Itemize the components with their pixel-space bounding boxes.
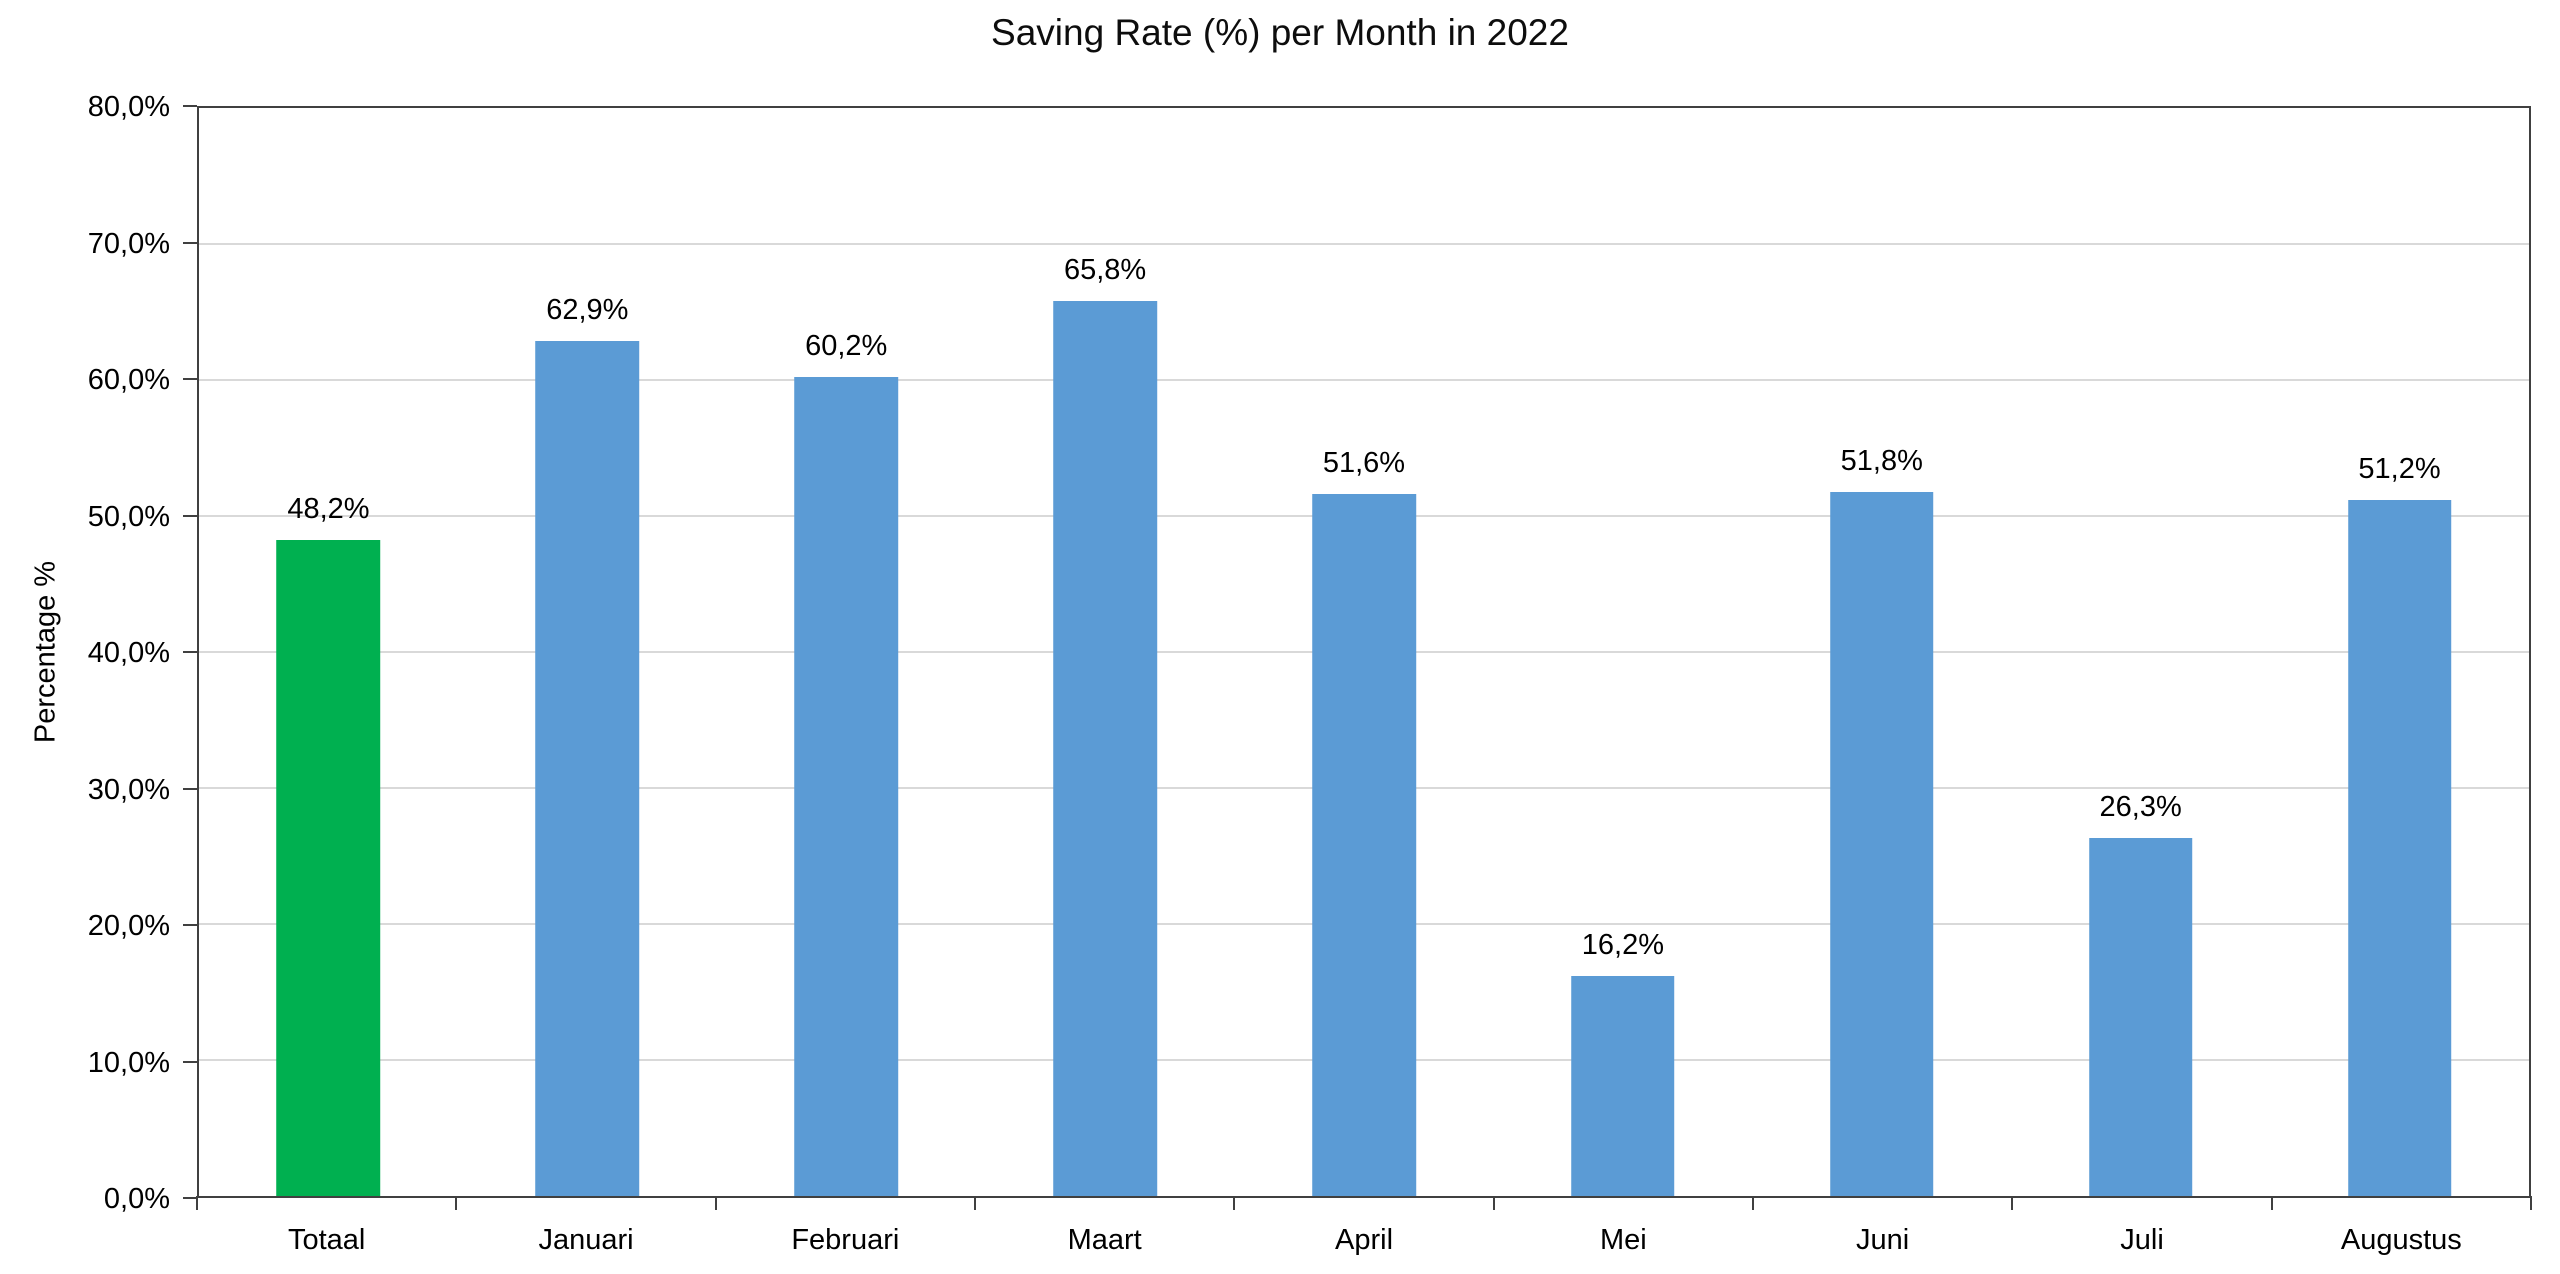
- x-tick-label: Augustus: [2340, 1224, 2462, 1256]
- y-tick-label: 20,0%: [87, 910, 170, 942]
- x-tick-label: Maart: [1067, 1224, 1142, 1256]
- bar-value-label: 26,3%: [2099, 791, 2182, 824]
- y-tick-mark: [183, 514, 197, 517]
- x-tick-label: Januari: [538, 1224, 634, 1256]
- category-slot: 48,2%: [199, 108, 458, 1196]
- y-tick-label: 10,0%: [87, 1046, 170, 1079]
- x-tick-mark: [714, 1196, 717, 1210]
- category-slot: 16,2%: [1493, 108, 1752, 1196]
- category-slot: 51,8%: [1752, 108, 2011, 1196]
- y-tick-mark: [183, 651, 197, 653]
- bar: [2347, 499, 2452, 1196]
- plot-area: 48,2% 62,9% 60,2% 65,8% 51,6% 16,2% 51,8% 26,3%…: [197, 106, 2531, 1198]
- y-tick-label: 0,0%: [103, 1183, 170, 1215]
- x-tick-mark: [196, 1196, 198, 1210]
- y-tick-label: 70,0%: [87, 227, 170, 260]
- y-tick-label: 50,0%: [87, 500, 170, 533]
- x-tick-mark: [1492, 1196, 1495, 1210]
- x-tick-label: Juli: [2120, 1224, 2164, 1256]
- category-slot: 51,2%: [2270, 108, 2529, 1196]
- bar: [2088, 838, 2193, 1196]
- bar: [794, 377, 898, 1196]
- y-tick-mark: [183, 105, 197, 107]
- bar-value-label: 48,2%: [287, 493, 370, 526]
- y-tick-label: 30,0%: [87, 773, 170, 806]
- bar-value-label: 51,2%: [2358, 452, 2441, 485]
- bar-value-label: 62,9%: [546, 293, 629, 326]
- y-tick-label: 40,0%: [87, 637, 170, 669]
- y-tick-mark: [183, 1197, 197, 1199]
- bar-value-label: 60,2%: [805, 330, 888, 363]
- y-tick-mark: [183, 1060, 197, 1063]
- category-slot: 51,6%: [1235, 108, 1494, 1196]
- x-tick-label: April: [1334, 1224, 1394, 1256]
- bar: [1312, 494, 1416, 1196]
- category-slot: 26,3%: [2011, 108, 2270, 1196]
- bar: [276, 540, 381, 1196]
- bar: [535, 340, 640, 1196]
- gridline: [199, 243, 2529, 245]
- category-slot: 65,8%: [976, 108, 1235, 1196]
- bar-value-label: 51,8%: [1840, 444, 1923, 477]
- y-tick-mark: [183, 241, 197, 244]
- bar: [1829, 491, 1934, 1196]
- category-slot: 60,2%: [717, 108, 976, 1196]
- x-tick-label: Juni: [1856, 1224, 1910, 1256]
- gridline: [199, 379, 2529, 381]
- chart-title: Saving Rate (%) per Month in 2022: [991, 12, 1569, 53]
- y-tick-mark: [183, 378, 197, 380]
- x-tick-mark: [2011, 1196, 2014, 1210]
- y-tick-label: 60,0%: [87, 364, 170, 396]
- x-tick-mark: [2530, 1196, 2532, 1210]
- bar: [1571, 975, 1675, 1196]
- y-tick-label: 80,0%: [87, 91, 170, 123]
- x-tick-mark: [974, 1196, 976, 1210]
- x-tick-label: Mei: [1599, 1224, 1647, 1256]
- x-tick-mark: [1233, 1196, 1236, 1210]
- bar-value-label: 51,6%: [1322, 447, 1406, 480]
- x-tick-label: Totaal: [287, 1224, 366, 1256]
- bar-value-label: 65,8%: [1063, 254, 1147, 287]
- x-tick-mark: [455, 1196, 458, 1210]
- bar: [1053, 301, 1157, 1196]
- y-axis-title: Percentage %: [29, 560, 62, 744]
- y-tick-mark: [183, 787, 197, 790]
- x-tick-mark: [2270, 1196, 2273, 1210]
- x-tick-mark: [1752, 1196, 1754, 1210]
- y-tick-mark: [183, 924, 197, 926]
- x-tick-label: Februari: [791, 1224, 900, 1256]
- bar-value-label: 16,2%: [1581, 928, 1664, 961]
- category-slot: 62,9%: [458, 108, 717, 1196]
